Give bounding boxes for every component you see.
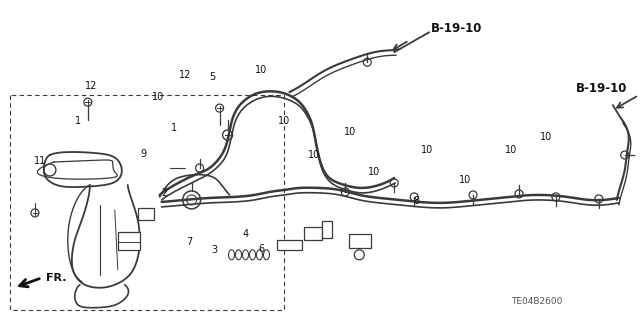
- Text: 5: 5: [209, 72, 216, 82]
- Text: 6: 6: [259, 244, 265, 254]
- Text: 10: 10: [505, 145, 517, 155]
- Bar: [278, 240, 303, 250]
- Text: 9: 9: [141, 149, 147, 159]
- Text: 3: 3: [211, 245, 217, 255]
- Text: 1: 1: [75, 116, 81, 126]
- Bar: [138, 208, 154, 220]
- Text: 10: 10: [459, 175, 471, 185]
- Text: B-19-10: B-19-10: [431, 22, 483, 35]
- Text: 4: 4: [243, 229, 249, 239]
- Bar: [323, 221, 332, 238]
- Text: 10: 10: [278, 116, 291, 126]
- Bar: [118, 232, 140, 250]
- Ellipse shape: [243, 250, 248, 260]
- Ellipse shape: [257, 250, 262, 260]
- Text: 10: 10: [255, 65, 267, 75]
- Text: 10: 10: [344, 127, 356, 137]
- Text: FR.: FR.: [46, 273, 67, 283]
- Ellipse shape: [228, 250, 234, 260]
- Text: 2: 2: [161, 188, 167, 198]
- Text: 12: 12: [179, 70, 191, 80]
- Text: 10: 10: [540, 132, 552, 142]
- Text: TE04B2600: TE04B2600: [511, 297, 563, 306]
- Ellipse shape: [264, 250, 269, 260]
- Text: 12: 12: [85, 81, 97, 91]
- Text: 10: 10: [367, 167, 380, 177]
- Text: 7: 7: [187, 237, 193, 247]
- Text: 10: 10: [308, 150, 321, 160]
- Text: B-19-10: B-19-10: [576, 82, 627, 95]
- Text: 11: 11: [33, 156, 45, 166]
- Ellipse shape: [250, 250, 255, 260]
- Text: 8: 8: [413, 196, 419, 206]
- Bar: [305, 227, 323, 240]
- Text: 10: 10: [420, 145, 433, 155]
- Ellipse shape: [236, 250, 241, 260]
- Bar: [349, 234, 371, 248]
- Text: 10: 10: [152, 93, 164, 102]
- Text: 1: 1: [172, 123, 177, 133]
